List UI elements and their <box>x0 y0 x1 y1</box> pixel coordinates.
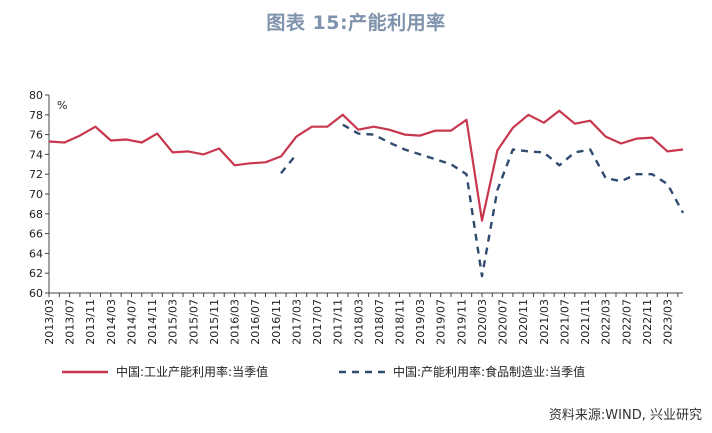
y-tick-label: 76 <box>29 129 43 142</box>
chart-legend: 中国:工业产能利用率:当季值 中国:产能利用率:食品制造业:当季值 <box>62 364 585 379</box>
y-tick-label: 66 <box>29 228 43 241</box>
x-tick-label: 2015/03 <box>167 299 180 345</box>
x-tick-label: 2017/03 <box>290 299 303 345</box>
x-tick-label: 2017/11 <box>332 299 345 345</box>
x-tick-label: 2019/07 <box>435 299 448 345</box>
x-tick-label: 2015/11 <box>208 299 221 345</box>
x-tick-label: 2013/07 <box>64 299 77 345</box>
y-tick-label: 64 <box>29 247 43 260</box>
x-tick-label: 2018/11 <box>394 299 407 345</box>
y-tick-label: 74 <box>29 148 43 161</box>
x-tick-label: 2018/03 <box>352 299 365 345</box>
chart-title: 图表 15:产能利用率 <box>266 12 446 34</box>
x-tick-label: 2013/03 <box>43 299 56 345</box>
x-tick-label: 2014/11 <box>146 299 159 345</box>
y-tick-label: 70 <box>29 188 43 201</box>
series-line-2 <box>280 123 685 278</box>
x-tick-label: 2019/03 <box>414 299 427 345</box>
x-tick-label: 2021/11 <box>579 299 592 345</box>
x-tick-label: 2016/07 <box>249 299 262 345</box>
x-tick-label: 2022/03 <box>600 299 613 345</box>
x-tick-label: 2017/07 <box>311 299 324 345</box>
x-tick-label: 2016/03 <box>229 299 242 345</box>
x-tick-label: 2014/03 <box>105 299 118 345</box>
x-tick-label: 2020/11 <box>517 299 530 345</box>
x-tick-label: 2020/03 <box>476 299 489 345</box>
legend-label-1: 中国:工业产能利用率:当季值 <box>116 364 268 379</box>
x-tick-label: 2022/11 <box>641 299 654 345</box>
axis-ticks: 60 62 64 66 68 70 72 74 76 78 80% 2013/03 2013/07 201… <box>29 89 679 345</box>
x-tick-label: 2021/07 <box>558 299 571 345</box>
legend-label-2: 中国:产能利用率:食品制造业:当季值 <box>393 364 585 379</box>
y-tick-label: 78 <box>29 109 43 122</box>
y-tick-label: 68 <box>29 208 43 221</box>
x-tick-label: 2015/07 <box>187 299 200 345</box>
chart-axes <box>48 95 683 294</box>
y-tick-label: 72 <box>29 168 43 181</box>
x-tick-label: 2018/07 <box>373 299 386 345</box>
x-tick-label: 2023/03 <box>662 299 675 345</box>
x-tick-label: 2021/03 <box>538 299 551 345</box>
x-tick-label: 2016/11 <box>270 299 283 345</box>
series-line-1 <box>48 109 684 222</box>
chart-series <box>48 109 685 278</box>
y-tick-label: 60 <box>29 287 43 300</box>
x-tick-label: 2014/07 <box>125 299 138 345</box>
y-unit-label: % <box>57 99 67 112</box>
source-note: 资料来源:WIND, 兴业研究 <box>548 408 702 423</box>
x-tick-label: 2019/11 <box>455 299 468 345</box>
y-tick-label: 62 <box>29 267 43 280</box>
x-tick-label: 2013/11 <box>84 299 97 345</box>
x-tick-label: 2020/07 <box>497 299 510 345</box>
x-tick-label: 2022/07 <box>620 299 633 345</box>
y-tick-label: 80 <box>29 89 43 102</box>
